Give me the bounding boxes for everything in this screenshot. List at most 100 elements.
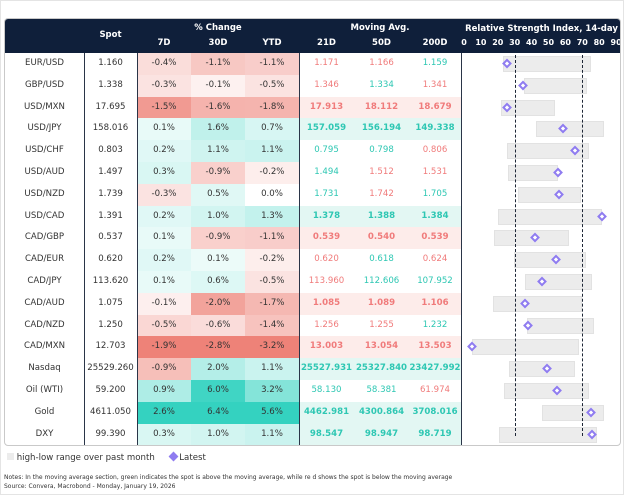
spot-value: 17.695 — [95, 101, 126, 112]
ytd-change: 0.0% — [261, 188, 283, 199]
d7-change: -0.1% — [137, 292, 191, 315]
table-row: USD/AUD 1.497 0.3% -0.9% -0.2% 1.494 1.512 1.53… — [5, 162, 620, 184]
ma200-value: 1.341 — [422, 79, 448, 90]
ma21-value: 1.256 — [314, 319, 339, 330]
column-divider — [137, 53, 138, 445]
d7-change: 0.9% — [137, 380, 191, 402]
ytd-change: -0.2% — [245, 249, 299, 271]
instrument-name: CAD/NZD — [24, 319, 65, 330]
d30-change: 0.5% — [191, 183, 245, 206]
rsi-tick-label: 30 — [509, 38, 521, 47]
ma21-value: 0.620 — [314, 254, 339, 265]
notes: Notes: In the moving average section, gr… — [4, 473, 452, 491]
ma50-value: 112.606 — [363, 276, 400, 286]
d30-change: 1.6% — [191, 118, 245, 141]
d30-change: 0.1% — [191, 249, 245, 271]
ytd-change: -3.2% — [245, 336, 299, 359]
spot-value: 4611.050 — [89, 406, 131, 417]
d7-change: -0.5% — [137, 314, 191, 337]
ytd-change: -0.2% — [245, 162, 299, 184]
instrument-name: CAD/AUD — [24, 297, 65, 308]
50d-header: 50D — [372, 38, 391, 48]
ma-row-background — [299, 292, 461, 315]
ytd-change: 1.1% — [245, 358, 299, 380]
ytd-change: -1.7% — [245, 292, 299, 315]
ma21-value: 25527.931 — [300, 363, 353, 374]
d30-change: 6.4% — [191, 401, 245, 424]
d30-change: 1.0% — [191, 423, 245, 445]
ytd-change: -0.5% — [245, 74, 299, 97]
ma200-value: 0.806 — [422, 145, 448, 156]
table-row: CAD/MXN 12.703 -1.9% -2.8% -3.2% 13.003 13.054… — [5, 336, 620, 359]
instrument-name: USD/NZD — [24, 188, 65, 199]
ma200-value: 1.159 — [422, 58, 448, 68]
instrument-name: GBP/USD — [25, 79, 64, 90]
legend: high-low range over past month Latest — [7, 451, 206, 463]
d30-change: 1.1% — [191, 140, 245, 162]
table-row: DXY 99.390 0.3% 1.0% 1.1% 98.547 98.947 98.719 — [5, 423, 620, 445]
ma50-value: 0.618 — [369, 254, 394, 265]
ma-row-background — [299, 401, 461, 424]
ma50-value: 156.194 — [361, 123, 402, 134]
instrument-name: USD/MXN — [24, 101, 65, 112]
ma21-value: 1.085 — [312, 297, 341, 308]
ytd-change: 3.2% — [245, 380, 299, 402]
ytd-change: 5.6% — [245, 401, 299, 424]
rsi-threshold-line — [514, 55, 516, 436]
ma21-value: 58.130 — [311, 385, 342, 395]
d30-change: -0.9% — [191, 227, 245, 250]
ma200-value: 1.106 — [421, 297, 449, 308]
d7-change: 0.1% — [137, 227, 191, 250]
table-row: USD/MXN 17.695 -1.5% -1.6% -1.8% 17.913 18.112… — [5, 96, 620, 119]
d30-change: 0.6% — [191, 271, 245, 293]
rsi-range-bar — [504, 383, 590, 399]
ma50-value: 18.112 — [364, 101, 399, 112]
d7-change: -0.3% — [137, 183, 191, 206]
ytd-header: YTD — [262, 38, 282, 48]
ma21-value: 1.171 — [314, 58, 339, 68]
rsi-tick-label: 0 — [461, 38, 467, 47]
rsi-range-bar — [497, 208, 602, 225]
instrument-name: USD/CAD — [24, 210, 65, 221]
table-row: Oil (WTI) 59.200 0.9% 6.0% 3.2% 58.130 58.381 6… — [5, 380, 620, 402]
ma200-value: 107.952 — [417, 276, 453, 286]
d7-change: 0.1% — [137, 271, 191, 293]
ma200-value: 98.719 — [418, 428, 452, 439]
rsi-range-bar — [514, 252, 586, 269]
ma200-value: 3708.016 — [412, 406, 458, 417]
d7-change: 2.6% — [137, 401, 191, 424]
ma-row-background — [299, 205, 461, 228]
table-row: USD/CHF 0.803 0.2% 1.1% 1.1% 0.795 0.798 0.806 — [5, 140, 620, 162]
column-divider — [84, 53, 85, 445]
rsi-range-bar — [502, 56, 591, 72]
ma21-value: 1.494 — [314, 167, 339, 177]
spot-value: 59.200 — [95, 385, 126, 395]
d30-change: 1.0% — [191, 205, 245, 228]
instrument-name: EUR/USD — [25, 58, 64, 68]
ma50-value: 1.166 — [369, 58, 394, 68]
ma50-value: 1.089 — [367, 297, 396, 308]
rsi-range-bar — [471, 339, 579, 356]
d7-change: -1.5% — [137, 96, 191, 119]
table-row: CAD/AUD 1.075 -0.1% -2.0% -1.7% 1.085 1.089 1.1… — [5, 292, 620, 315]
ytd-change: -1.4% — [245, 314, 299, 337]
instrument-name: USD/CHF — [25, 145, 64, 156]
ma21-value: 98.547 — [309, 428, 344, 439]
ma50-value: 13.054 — [364, 341, 399, 352]
spot-value: 113.620 — [92, 276, 129, 286]
spot-value: 25529.260 — [87, 363, 134, 374]
ma50-value: 0.540 — [367, 232, 396, 243]
table-row: CAD/JPY 113.620 0.1% 0.6% -0.5% 113.960 112.60… — [5, 271, 620, 293]
ma21-value: 1.731 — [314, 188, 339, 199]
spot-value: 1.160 — [98, 58, 123, 68]
ma21-value: 1.378 — [312, 210, 341, 221]
ma-row-background — [299, 423, 461, 445]
note-text: Notes: In the moving average section, gr… — [4, 474, 453, 481]
ytd-change: -1.1% — [245, 227, 299, 250]
ma21-value: 17.913 — [309, 101, 344, 112]
spot-value: 1.250 — [98, 319, 123, 330]
21d-header: 21D — [317, 38, 336, 48]
ytd-change: 1.3% — [245, 205, 299, 228]
instrument-name: CAD/JPY — [27, 276, 62, 286]
ma50-value: 1.512 — [369, 167, 394, 177]
